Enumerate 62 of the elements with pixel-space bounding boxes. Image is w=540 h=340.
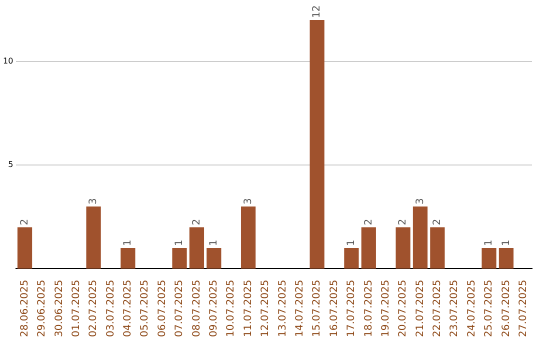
- bar: [396, 227, 410, 269]
- x-tick-label: 03.07.2025: [105, 280, 116, 338]
- bar: [120, 248, 136, 269]
- data-label: 2: [19, 218, 30, 226]
- bar: [17, 227, 32, 269]
- data-label: 1: [174, 240, 186, 246]
- bar: [172, 248, 187, 269]
- x-tick-label: 23.07.2025: [449, 280, 460, 338]
- x-tick-label: 09.07.2025: [208, 280, 220, 338]
- x-tick-label: 17.07.2025: [346, 280, 358, 338]
- y-tick-label: 10: [2, 56, 14, 66]
- bar: [86, 206, 101, 269]
- x-tick-label: 27.07.2025: [518, 280, 529, 338]
- x-tick-label: 08.07.2025: [191, 280, 202, 338]
- data-label: 12: [312, 5, 323, 18]
- x-tick-label: 30.06.2025: [54, 280, 65, 338]
- bar: [498, 248, 514, 269]
- bar: [240, 206, 256, 269]
- bar: [310, 20, 324, 269]
- data-label: 2: [191, 218, 202, 226]
- x-tick-label: 01.07.2025: [70, 280, 82, 338]
- x-tick-label: 14.07.2025: [294, 280, 306, 338]
- bar: [412, 206, 428, 269]
- data-label: 3: [414, 198, 426, 205]
- data-label: 1: [484, 240, 495, 246]
- data-label: 2: [363, 218, 374, 226]
- x-tick-label: 04.07.2025: [122, 280, 134, 338]
- x-tick-label: 20.07.2025: [398, 280, 409, 338]
- bar: [361, 227, 376, 269]
- data-label: 1: [346, 240, 358, 246]
- x-tick-label: 11.07.2025: [242, 280, 254, 338]
- x-tick-label: 22.07.2025: [432, 280, 444, 338]
- x-tick-label: 25.07.2025: [484, 280, 495, 338]
- x-tick-label: 05.07.2025: [140, 280, 151, 338]
- data-label: 3: [242, 198, 254, 205]
- x-tick-label: 26.07.2025: [500, 280, 512, 338]
- x-tick-label: 02.07.2025: [88, 280, 100, 338]
- x-tick-label: 19.07.2025: [380, 280, 392, 338]
- data-label: 2: [398, 218, 409, 226]
- x-tick-label: 10.07.2025: [226, 280, 237, 338]
- x-tick-label: 13.07.2025: [277, 280, 288, 338]
- x-tick-label: 12.07.2025: [260, 280, 272, 338]
- x-tick-label: 16.07.2025: [328, 280, 340, 338]
- x-tick-label: 06.07.2025: [156, 280, 168, 338]
- x-tick-label: 28.06.2025: [19, 280, 30, 338]
- bar: [430, 227, 445, 269]
- x-tick-label: 18.07.2025: [363, 280, 374, 338]
- bar: [206, 248, 222, 269]
- data-label: 1: [122, 240, 134, 246]
- x-tick-label: 15.07.2025: [312, 280, 323, 338]
- x-tick-label: 07.07.2025: [174, 280, 186, 338]
- data-label: 1: [208, 240, 220, 246]
- y-tick-label: 5: [8, 160, 14, 170]
- x-tick-label: 29.06.2025: [36, 280, 48, 338]
- bar: [344, 248, 359, 269]
- bar: [482, 248, 496, 269]
- data-label: 1: [500, 240, 512, 246]
- bar: [189, 227, 204, 269]
- data-label: 2: [432, 218, 444, 226]
- x-tick-label: 24.07.2025: [466, 280, 478, 338]
- data-label: 3: [88, 198, 100, 205]
- x-tick-label: 21.07.2025: [414, 280, 426, 338]
